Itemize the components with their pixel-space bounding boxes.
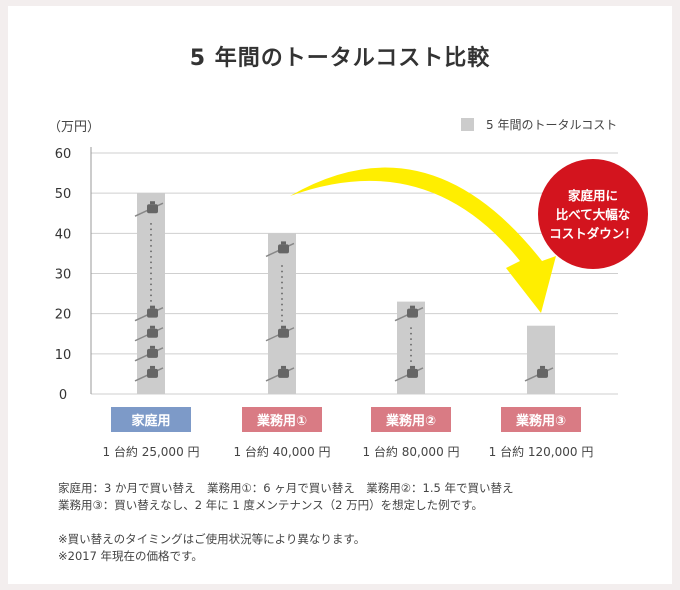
note-line: 業務用③：買い替えなし、2 年に 1 度メンテナンス（2 万円）を想定した例です…	[58, 498, 483, 512]
bar	[527, 325, 555, 394]
note-line: 家庭用：3 か月で買い替え 業務用①：6 ヶ月で買い替え 業務用②：1.5 年で…	[58, 481, 514, 495]
price-label: 1 台約 80,000 円	[362, 445, 460, 459]
appliance-icon	[134, 201, 164, 217]
category-label: 業務用③	[501, 407, 581, 432]
appliance-icon	[265, 325, 295, 342]
legend-label: 5 年間のトータルコスト	[486, 118, 618, 132]
price-label: 1 台約 25,000 円	[102, 445, 200, 459]
y-tick-label: 50	[55, 187, 72, 202]
price-label: 1 台約 40,000 円	[233, 445, 331, 459]
y-tick-label: 40	[55, 227, 72, 242]
appliance-icon	[134, 325, 164, 342]
note-gap	[58, 514, 514, 531]
y-tick-label: 10	[55, 348, 72, 363]
bar	[137, 193, 165, 394]
note-line: ※2017 年現在の価格です。	[58, 549, 203, 563]
appliance-icon	[134, 365, 164, 382]
chart-card: 5 年間のトータルコスト比較 （万円） 5 年間のトータルコスト 0 10 20 30…	[8, 6, 672, 584]
legend-swatch	[461, 118, 474, 131]
bar-chart: 0 10 20 30 40 50 60	[55, 147, 618, 403]
y-axis-unit-label: （万円）	[48, 120, 101, 135]
category-label: 家庭用	[111, 407, 191, 432]
cost-down-badge: 家庭用に 比べて大幅な コストダウン！	[538, 159, 648, 269]
chart-title: 5 年間のトータルコスト比較	[189, 46, 491, 71]
note-line: ※買い替えのタイミングはご使用状況等により異なります。	[58, 532, 366, 546]
legend: 5 年間のトータルコスト	[461, 116, 617, 133]
price-label: 1 台約 120,000 円	[488, 445, 594, 459]
appliance-icon	[265, 365, 295, 382]
y-tick-label: 20	[55, 308, 72, 323]
appliance-icon	[524, 365, 554, 382]
appliance-icon	[134, 345, 164, 362]
appliance-icon	[394, 305, 424, 322]
appliance-icon	[394, 365, 424, 382]
notes: 家庭用：3 か月で買い替え 業務用①：6 ヶ月で買い替え 業務用②：1.5 年で…	[58, 480, 514, 565]
appliance-icon	[134, 305, 164, 322]
y-tick-label: 0	[59, 388, 67, 403]
yellow-arrow	[290, 167, 556, 313]
category-label: 業務用②	[371, 407, 451, 432]
appliance-icon	[265, 241, 295, 258]
y-tick-label: 30	[55, 268, 72, 283]
y-tick-label: 60	[55, 147, 72, 162]
category-label: 業務用①	[242, 407, 322, 432]
